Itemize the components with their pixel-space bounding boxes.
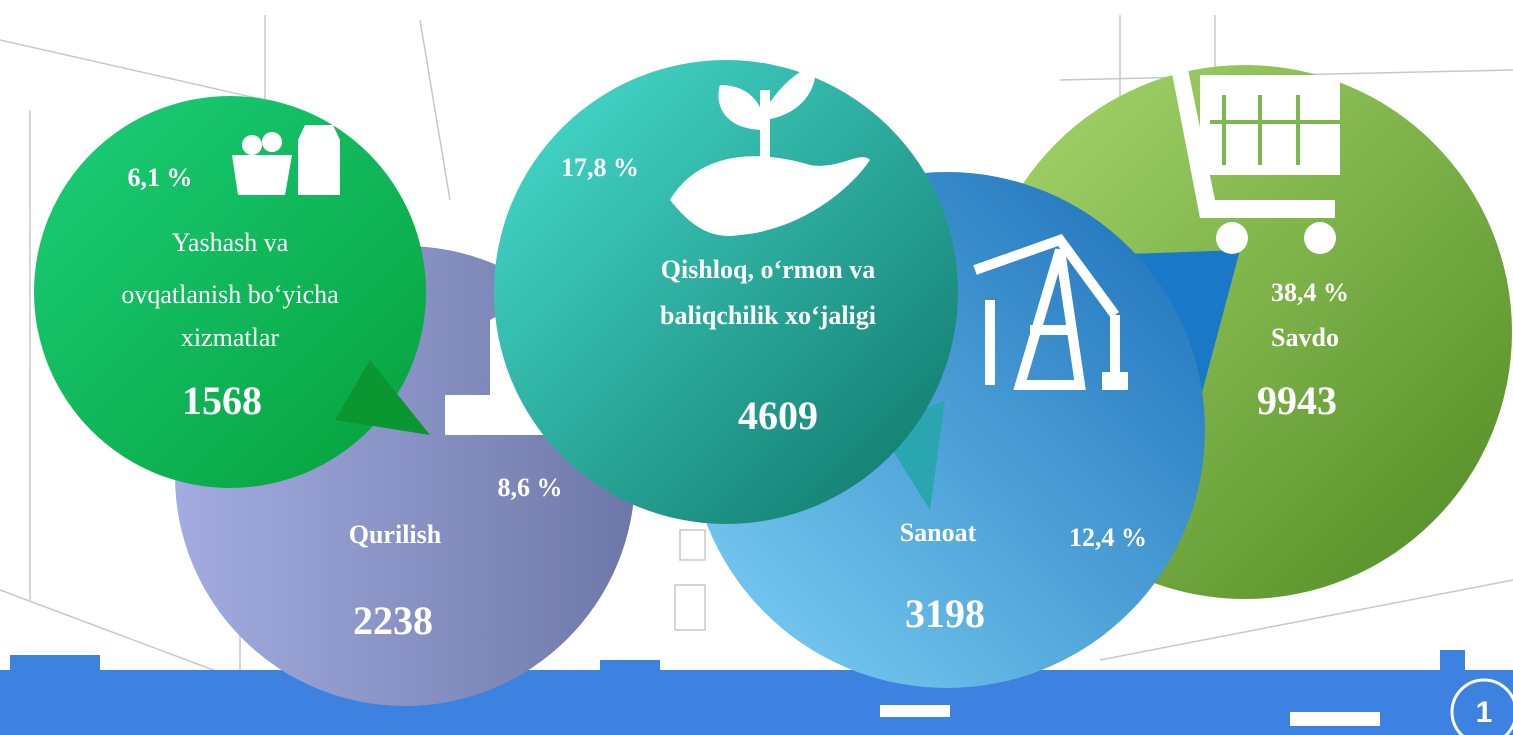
- value: 2238: [353, 598, 433, 643]
- percent: 6,1 %: [128, 163, 193, 192]
- label: Yashash va: [172, 228, 289, 257]
- plant-icon: [670, 60, 870, 236]
- value: 1568: [182, 378, 262, 423]
- value: 9943: [1257, 378, 1337, 423]
- label: baliqchilik xo‘jaligi: [660, 301, 876, 330]
- value: 3198: [905, 591, 985, 636]
- skyline: [0, 650, 1513, 735]
- food-icon: [232, 125, 340, 195]
- label: ovqatlanish bo‘yicha: [121, 280, 339, 309]
- value: 4609: [738, 393, 818, 438]
- label: Qurilish: [349, 520, 442, 549]
- page-badge: [1450, 678, 1513, 735]
- label: Sanoat: [900, 518, 977, 547]
- label: Savdo: [1271, 323, 1339, 352]
- percent: 8,6 %: [498, 473, 563, 502]
- percent: 17,8 %: [561, 153, 639, 182]
- bubble: [494, 60, 958, 524]
- label: xizmatlar: [181, 323, 280, 352]
- label: Qishloq, o‘rmon va: [661, 255, 876, 284]
- skyline-lights: [880, 705, 1380, 726]
- pump-icon: [973, 234, 1120, 390]
- pointer: [335, 360, 430, 435]
- page-number: 1: [1476, 696, 1493, 729]
- percent: 12,4 %: [1069, 523, 1147, 552]
- percent: 38,4 %: [1271, 278, 1349, 307]
